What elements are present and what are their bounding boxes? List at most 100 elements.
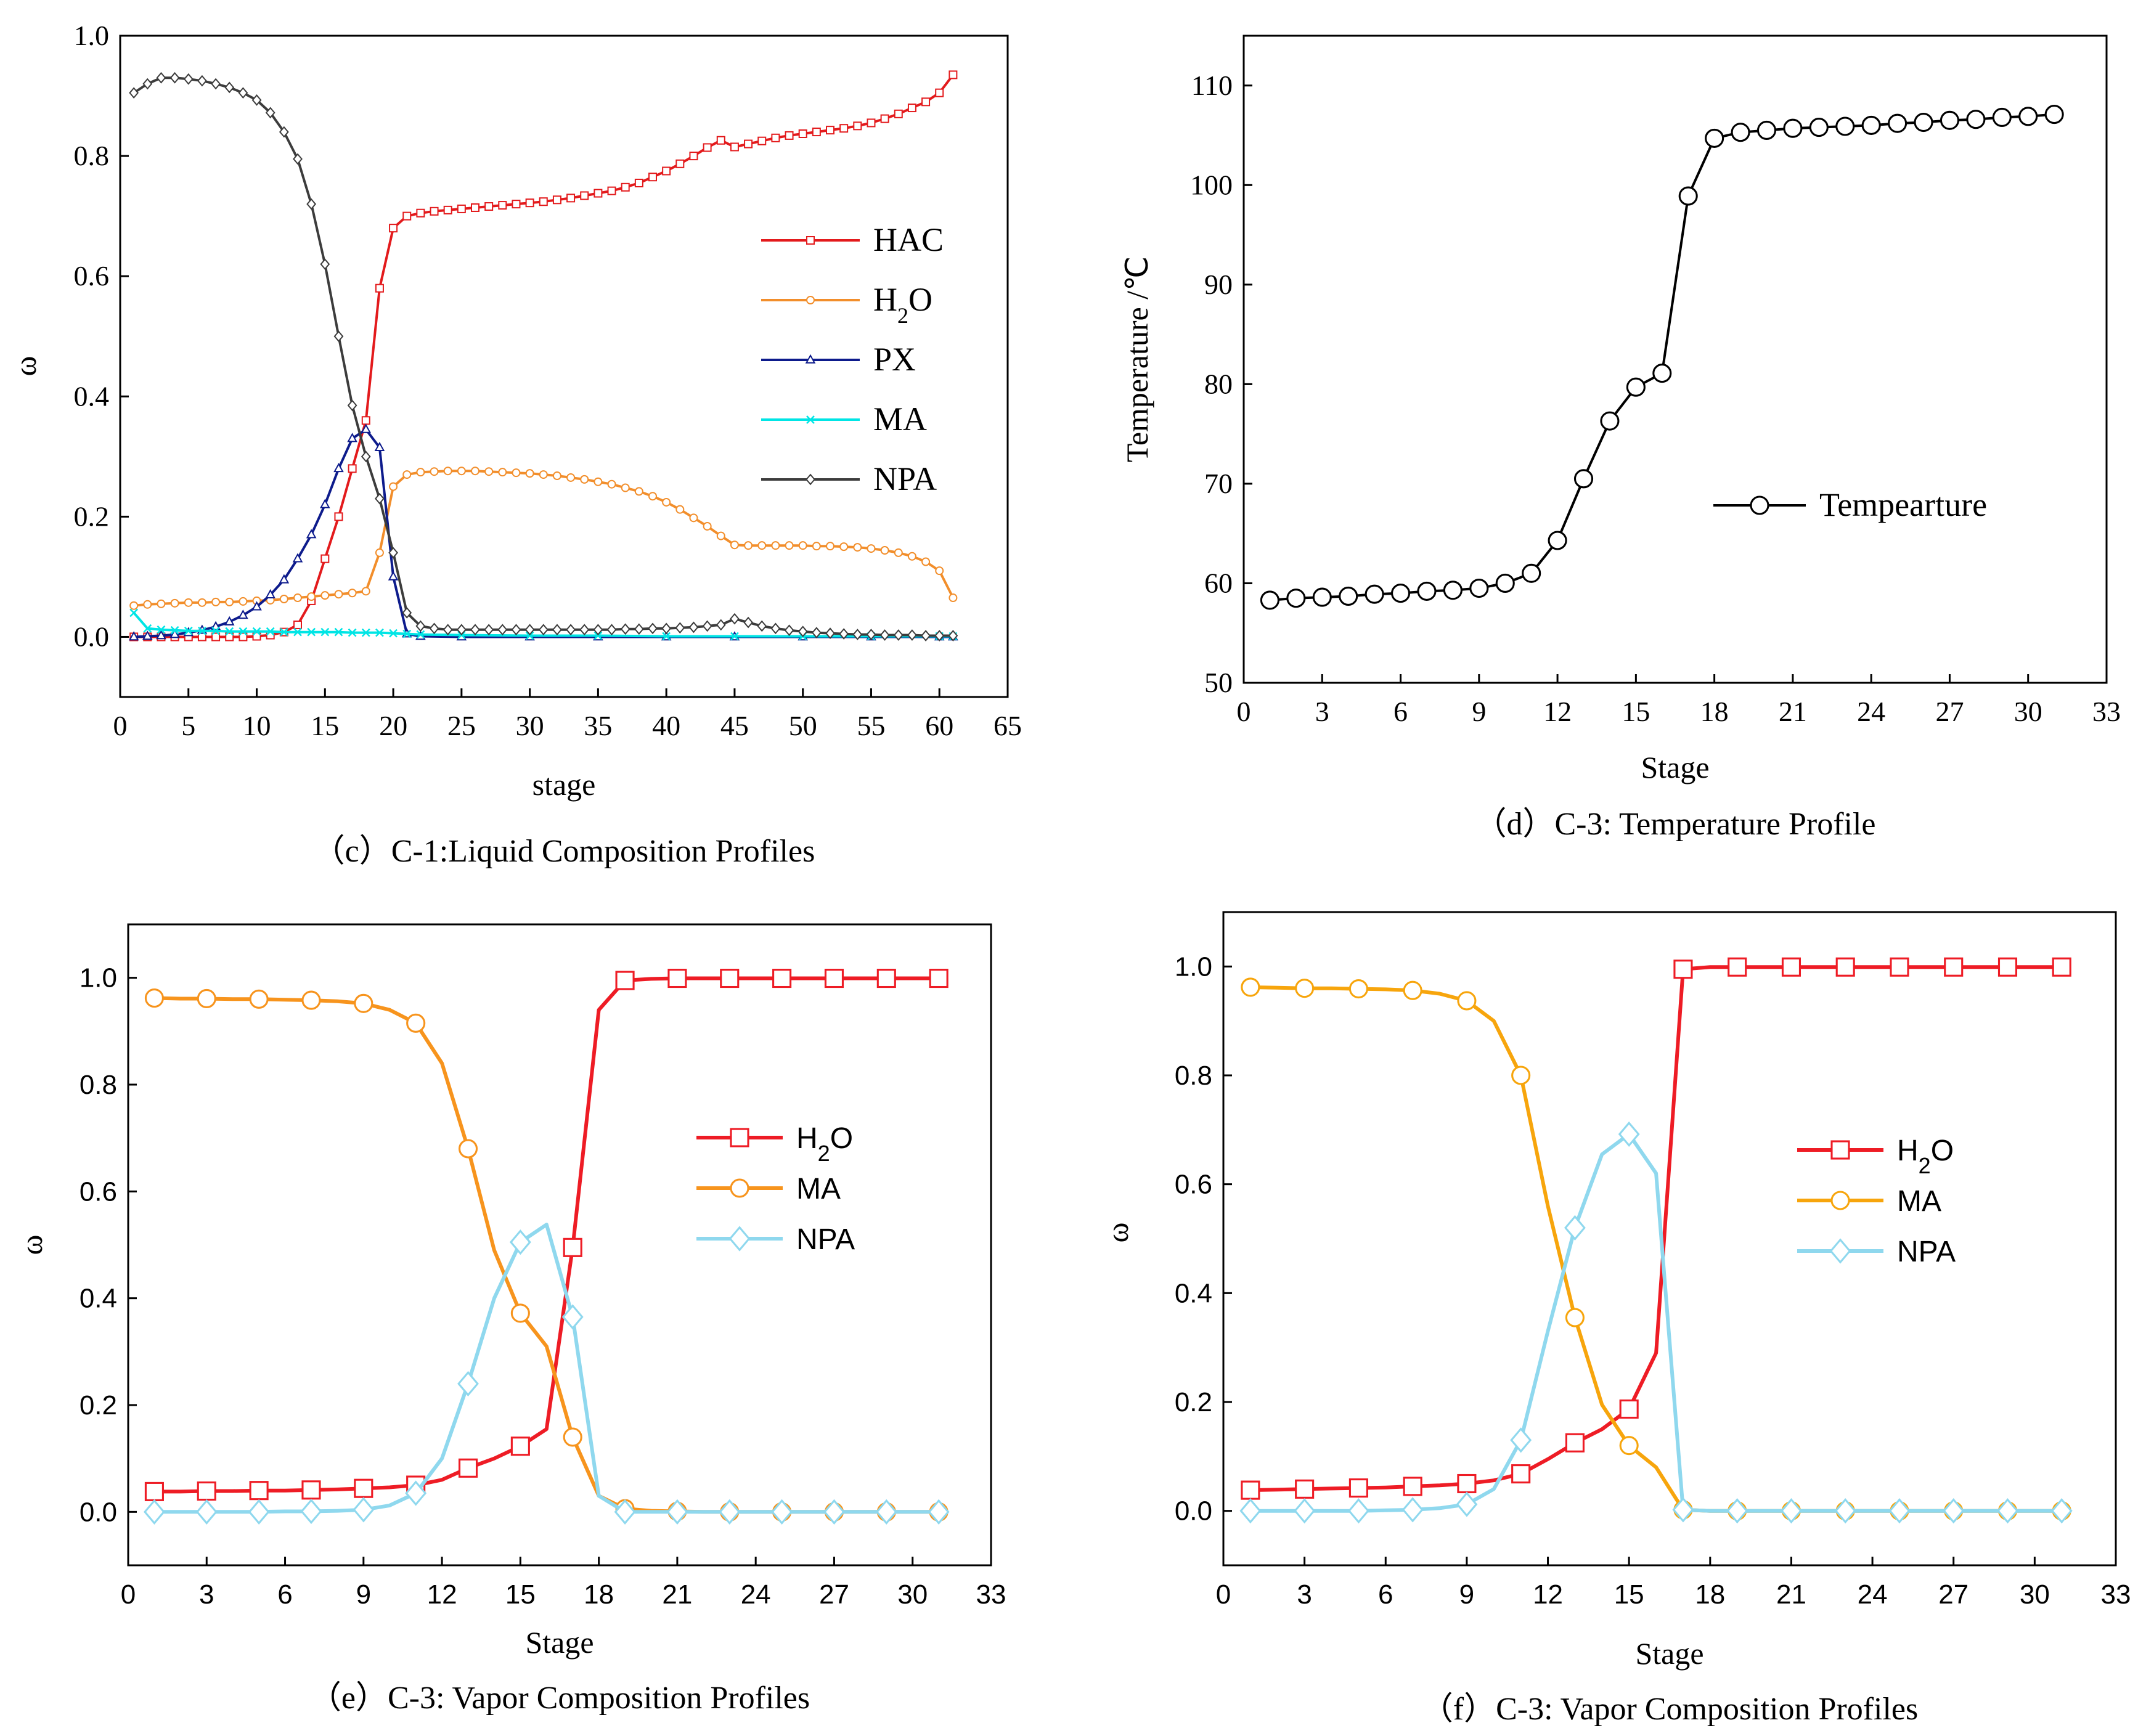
data-point-px <box>320 499 330 508</box>
x-tick-label: 10 <box>243 710 271 741</box>
data-point-npa <box>143 1499 165 1525</box>
data-point-px <box>224 616 235 626</box>
data-point-npa <box>388 547 398 559</box>
data-point-px <box>279 574 290 584</box>
legend-marker <box>1830 1140 1850 1160</box>
data-point-tempearture <box>1783 118 1803 138</box>
series-npa <box>1239 1121 2073 1524</box>
data-point-npa <box>456 624 467 636</box>
legend-label-npa: NPA <box>873 460 937 497</box>
x-axis-label-c: stage <box>532 767 596 802</box>
data-point-npa <box>1456 1491 1478 1517</box>
y-tick-label: 1.0 <box>80 963 117 993</box>
y-axis-label-e: ω <box>14 1235 49 1255</box>
data-point-npa <box>1943 1498 1965 1524</box>
panel-d: 0 3 6 9 12 15 18 21 24 27 30 33 50 60 70 80 90 100 110 Temp… <box>1120 35 2121 842</box>
data-point-h2o <box>772 968 792 988</box>
x-tick-label: 5 <box>181 710 195 741</box>
data-point-h2o <box>1457 1473 1477 1494</box>
data-point-npa <box>211 78 221 90</box>
data-point-h2o <box>361 587 370 596</box>
data-point-ma <box>1241 977 1260 997</box>
data-point-ma <box>144 988 164 1008</box>
legend-label-hac: HAC <box>873 221 944 258</box>
data-point-h2o <box>853 543 862 552</box>
x-tick-label: 18 <box>584 1579 614 1610</box>
data-point-tempearture <box>1390 584 1411 603</box>
x-tick-label: 24 <box>741 1579 771 1610</box>
data-point-h2o <box>667 968 687 988</box>
data-point-npa <box>730 613 740 625</box>
data-point-npa <box>347 399 357 412</box>
x-tick-label: 6 <box>277 1579 292 1610</box>
x-axis-label-d: Stage <box>1641 750 1709 784</box>
data-point-ma <box>211 626 220 635</box>
data-point-h2o <box>812 542 821 551</box>
data-point-ma <box>1403 980 1422 1000</box>
data-point-hac <box>648 173 657 182</box>
legend-e: H2O MA NPA <box>696 1122 855 1256</box>
x-tick-label: 27 <box>819 1579 849 1610</box>
data-point-npa <box>497 624 508 636</box>
data-point-h2o <box>279 595 288 604</box>
data-point-h2o <box>876 968 896 988</box>
data-point-hac <box>730 142 739 152</box>
data-point-npa <box>1781 1498 1802 1524</box>
data-point-h2o <box>798 541 807 550</box>
legend-marker <box>806 296 815 304</box>
data-point-hac <box>430 206 439 216</box>
data-point-h2o <box>929 968 949 988</box>
data-point-h2o <box>580 475 589 484</box>
data-point-h2o <box>949 593 958 603</box>
series-line-npa <box>133 76 953 637</box>
data-point-h2o <box>184 598 193 607</box>
data-point-hac <box>703 143 712 152</box>
data-point-ma <box>1457 991 1477 1011</box>
data-point-h2o <box>443 467 452 476</box>
x-tick-label: 35 <box>584 710 612 741</box>
data-point-npa <box>2050 1498 2073 1524</box>
x-tick-label: 24 <box>1858 1579 1888 1610</box>
data-point-h2o <box>615 971 635 990</box>
x-tick-label: 30 <box>2020 1579 2050 1610</box>
data-point-h2o <box>211 597 221 606</box>
data-point-hac <box>634 178 643 187</box>
x-tick-label: 15 <box>1614 1579 1644 1610</box>
y-axis-label-d: Temperature /℃ <box>1120 256 1154 462</box>
data-point-npa <box>634 623 644 635</box>
data-point-h2o <box>867 544 876 553</box>
y-tick-label: 1.0 <box>74 20 110 51</box>
data-point-npa <box>300 1498 322 1525</box>
data-point-hac <box>853 121 862 131</box>
data-point-ma <box>354 993 373 1013</box>
data-point-ma <box>157 625 166 634</box>
legend-marker <box>730 1178 749 1198</box>
x-tick-label: 9 <box>1472 696 1486 727</box>
data-point-h2o <box>307 592 316 601</box>
x-tick-label: 30 <box>897 1579 928 1610</box>
data-point-npa <box>593 624 603 636</box>
data-point-npa <box>375 492 385 505</box>
data-point-px <box>333 463 344 473</box>
data-point-ma <box>197 988 216 1009</box>
data-point-px <box>306 529 317 539</box>
data-point-h2o <box>716 531 725 540</box>
data-point-hac <box>935 88 944 97</box>
caption-e: （e）C-3: Vapor Composition Profiles <box>309 1681 810 1716</box>
y-tick-label: 0.4 <box>1175 1278 1212 1308</box>
data-point-hac <box>607 186 616 195</box>
data-point-tempearture <box>1992 107 2012 128</box>
data-point-ma <box>563 1427 582 1447</box>
data-point-tempearture <box>1705 128 1724 148</box>
data-point-npa <box>875 1499 897 1525</box>
data-point-h2o <box>880 545 889 555</box>
data-point-hac <box>771 133 780 142</box>
data-point-tempearture <box>1652 364 1672 383</box>
data-point-npa <box>238 87 248 99</box>
series-tempearture <box>1260 105 2064 610</box>
data-point-hac <box>826 126 834 135</box>
data-point-ma <box>1619 1436 1639 1456</box>
data-point-tempearture <box>1312 587 1332 607</box>
data-point-h2o <box>594 477 603 486</box>
data-point-npa <box>1294 1498 1316 1524</box>
